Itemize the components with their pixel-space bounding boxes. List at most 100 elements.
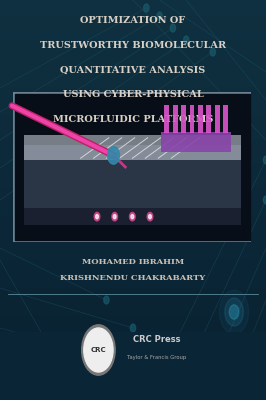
Bar — [0, 160, 266, 164]
Bar — [0, 196, 266, 200]
Text: TRUSTWORTHY BIOMOLECULAR: TRUSTWORTHY BIOMOLECULAR — [40, 41, 226, 50]
Bar — [0, 204, 266, 208]
Bar — [0, 172, 266, 176]
Bar — [0, 68, 266, 72]
Circle shape — [144, 4, 149, 12]
Circle shape — [229, 305, 239, 319]
Bar — [0, 200, 266, 204]
Polygon shape — [24, 135, 241, 160]
Bar — [173, 105, 177, 133]
Bar — [0, 108, 266, 112]
Text: QUANTITATIVE ANALYSIS: QUANTITATIVE ANALYSIS — [60, 66, 206, 74]
Circle shape — [263, 156, 266, 164]
Text: OPTIMIZATION OF: OPTIMIZATION OF — [80, 16, 186, 25]
Bar — [0, 352, 266, 356]
Bar — [0, 264, 266, 268]
Circle shape — [104, 296, 109, 304]
Bar — [0, 100, 266, 104]
Bar — [0, 40, 266, 44]
Bar — [0, 340, 266, 344]
Circle shape — [94, 212, 100, 221]
Bar — [0, 248, 266, 252]
Bar — [0, 324, 266, 328]
Bar — [0, 0, 266, 4]
Bar — [215, 105, 220, 133]
Bar — [0, 216, 266, 220]
Text: MOHAMED IBRAHIM: MOHAMED IBRAHIM — [82, 258, 184, 266]
Bar — [0, 120, 266, 124]
Polygon shape — [24, 145, 241, 226]
Bar — [0, 276, 266, 280]
Circle shape — [170, 24, 176, 32]
Bar — [0, 280, 266, 284]
Bar — [0, 112, 266, 116]
Bar — [0, 52, 266, 56]
Bar — [206, 105, 211, 133]
Text: CRC Press: CRC Press — [133, 336, 181, 344]
Bar — [0, 272, 266, 276]
Bar — [0, 148, 266, 152]
Circle shape — [113, 214, 116, 219]
Circle shape — [219, 290, 249, 334]
Bar — [0, 256, 266, 260]
Bar — [0, 252, 266, 256]
Polygon shape — [24, 208, 241, 226]
Circle shape — [184, 36, 189, 44]
Circle shape — [147, 212, 153, 221]
Circle shape — [203, 338, 233, 382]
Circle shape — [84, 328, 113, 372]
Circle shape — [225, 298, 243, 326]
Bar — [0, 372, 266, 376]
Bar — [190, 105, 194, 133]
Bar — [223, 105, 228, 133]
Bar — [0, 144, 266, 148]
Bar — [0, 308, 266, 312]
Bar — [0, 8, 266, 12]
Bar — [0, 164, 266, 168]
Bar — [0, 292, 266, 296]
Text: Taylor & Francis Group: Taylor & Francis Group — [127, 356, 186, 360]
Circle shape — [209, 346, 227, 374]
Circle shape — [157, 12, 162, 20]
Bar — [0, 244, 266, 248]
Bar — [0, 332, 266, 336]
Bar — [0, 20, 266, 24]
Bar — [0, 4, 266, 8]
Bar — [198, 105, 203, 133]
Circle shape — [213, 353, 223, 367]
Circle shape — [263, 196, 266, 204]
Circle shape — [144, 396, 149, 400]
Bar — [0, 104, 266, 108]
Circle shape — [149, 214, 151, 219]
Text: USING CYBER-PHYSICAL: USING CYBER-PHYSICAL — [63, 90, 203, 99]
Bar — [0, 348, 266, 352]
Circle shape — [95, 214, 98, 219]
Bar — [0, 72, 266, 76]
Bar — [0, 212, 266, 216]
Bar — [0, 380, 266, 384]
Bar — [0, 312, 266, 316]
Circle shape — [170, 396, 176, 400]
Bar — [0, 56, 266, 60]
Bar — [0, 360, 266, 364]
Bar — [0, 296, 266, 300]
Bar — [0, 268, 266, 272]
Bar — [0, 320, 266, 324]
Bar — [0, 96, 266, 100]
Bar — [161, 132, 231, 152]
Bar — [0, 316, 266, 320]
Bar — [0, 132, 266, 136]
Circle shape — [130, 212, 135, 221]
Bar — [164, 105, 169, 133]
Bar — [0, 28, 266, 32]
Bar — [0, 228, 266, 232]
Bar — [0, 84, 266, 88]
Circle shape — [82, 325, 115, 375]
Bar — [0, 44, 266, 48]
Bar — [0, 284, 266, 288]
Circle shape — [130, 324, 136, 332]
Bar — [15, 94, 250, 240]
Bar — [0, 140, 266, 144]
Bar — [0, 236, 266, 240]
Bar — [0, 152, 266, 156]
